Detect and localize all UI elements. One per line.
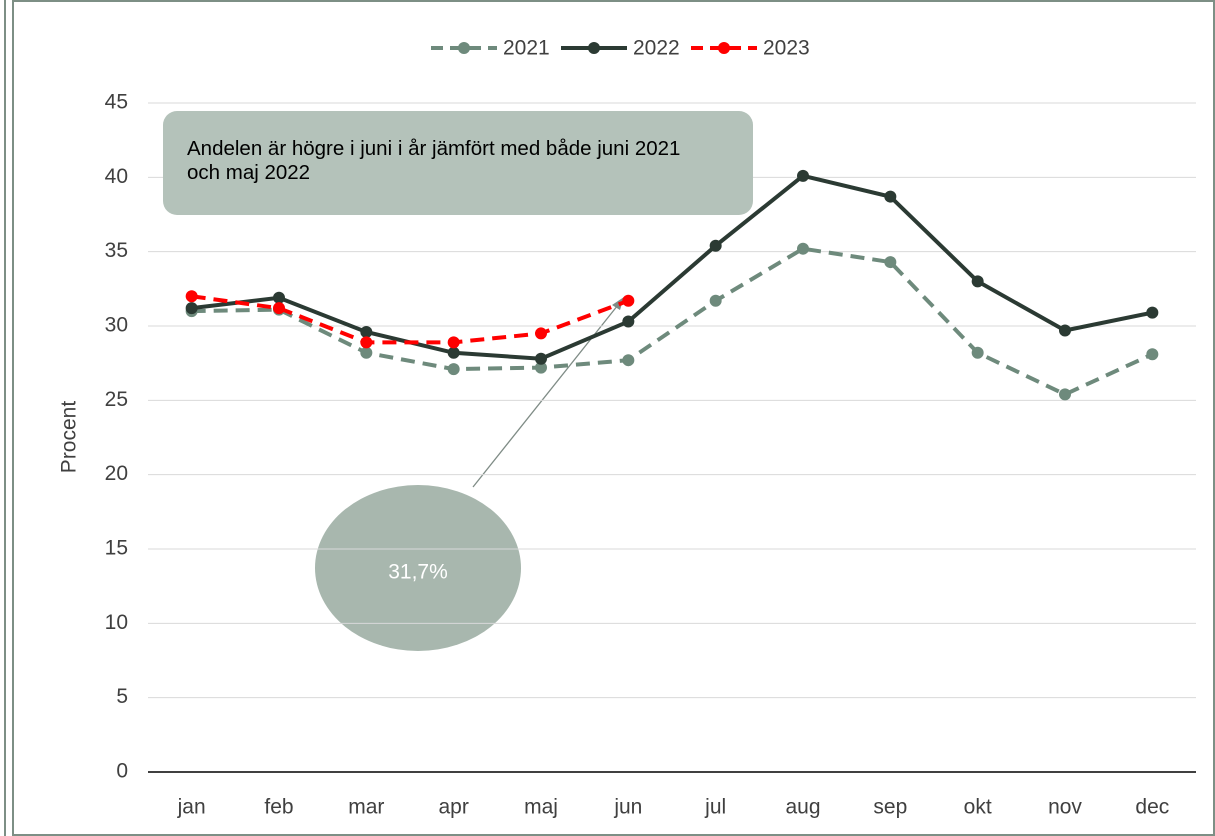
series-point — [1146, 348, 1159, 361]
series-point — [797, 242, 809, 255]
legend-marker — [718, 42, 730, 54]
legend: 2021 2022 2023 — [431, 37, 810, 60]
y-tick-label: 5 — [116, 685, 128, 708]
series-point — [185, 302, 198, 315]
x-tick-label: aug — [785, 796, 820, 819]
series-point — [1146, 306, 1159, 319]
series-line — [191, 294, 630, 345]
y-tick-label: 20 — [105, 462, 128, 485]
series-point — [535, 361, 547, 374]
x-tick-label: nov — [1048, 796, 1082, 819]
series-point — [273, 302, 285, 315]
series-point — [360, 336, 373, 349]
y-tick-label: 15 — [105, 537, 128, 560]
callout-arrowhead — [612, 297, 624, 310]
y-tick-label: 25 — [105, 388, 128, 411]
callout-bubble — [315, 485, 521, 651]
series-point — [447, 336, 460, 349]
x-tick-label: mar — [348, 796, 384, 819]
annotation-text: Andelen är högre i juni i år jämfört med… — [187, 137, 681, 184]
series-point — [1059, 324, 1071, 337]
x-tick-label: jan — [177, 796, 206, 819]
series-point — [535, 327, 547, 340]
x-tick-label: feb — [264, 796, 293, 819]
series-point — [622, 294, 635, 307]
series-line — [191, 173, 1153, 361]
series-line — [191, 246, 1154, 397]
series-point — [447, 363, 460, 376]
x-tick-label: sep — [873, 796, 907, 819]
series-point — [360, 325, 373, 338]
series-point — [622, 354, 635, 367]
series-point — [971, 275, 984, 288]
series-point — [797, 169, 809, 182]
x-tick-label: jul — [704, 796, 726, 819]
series-point — [709, 294, 722, 307]
series-point — [535, 352, 547, 365]
series-point — [360, 346, 373, 359]
y-tick-label: 10 — [105, 611, 128, 634]
frame — [12, 0, 1215, 836]
series-point — [273, 291, 285, 304]
y-tick-label: 35 — [105, 239, 128, 262]
x-tick-label: apr — [438, 796, 468, 819]
legend-label: 2021 — [503, 37, 550, 60]
y-tick-label: 40 — [105, 165, 128, 188]
x-tick-label: maj — [524, 796, 558, 819]
series-point — [622, 315, 635, 328]
y-tick-label: 30 — [105, 314, 128, 337]
y-axis-label: Procent — [58, 401, 81, 474]
legend-marker — [458, 42, 470, 54]
x-tick-label: jun — [613, 796, 642, 819]
series-point — [971, 346, 984, 359]
annotation-box: Andelen är högre i juni i år jämfört med… — [163, 111, 753, 215]
callout-text: 31,7% — [388, 561, 448, 584]
legend-marker — [588, 42, 600, 54]
series-point — [709, 239, 722, 252]
series-point — [884, 190, 897, 203]
y-tick-label: 0 — [116, 760, 128, 783]
series-point — [447, 346, 460, 359]
series-point — [185, 290, 198, 303]
series-point — [1059, 388, 1071, 401]
series-point — [884, 256, 897, 269]
x-tick-label: dec — [1135, 796, 1169, 819]
y-tick-label: 45 — [105, 91, 128, 114]
x-tick-label: okt — [964, 796, 992, 819]
legend-label: 2023 — [763, 37, 810, 60]
legend-label: 2022 — [633, 37, 680, 60]
